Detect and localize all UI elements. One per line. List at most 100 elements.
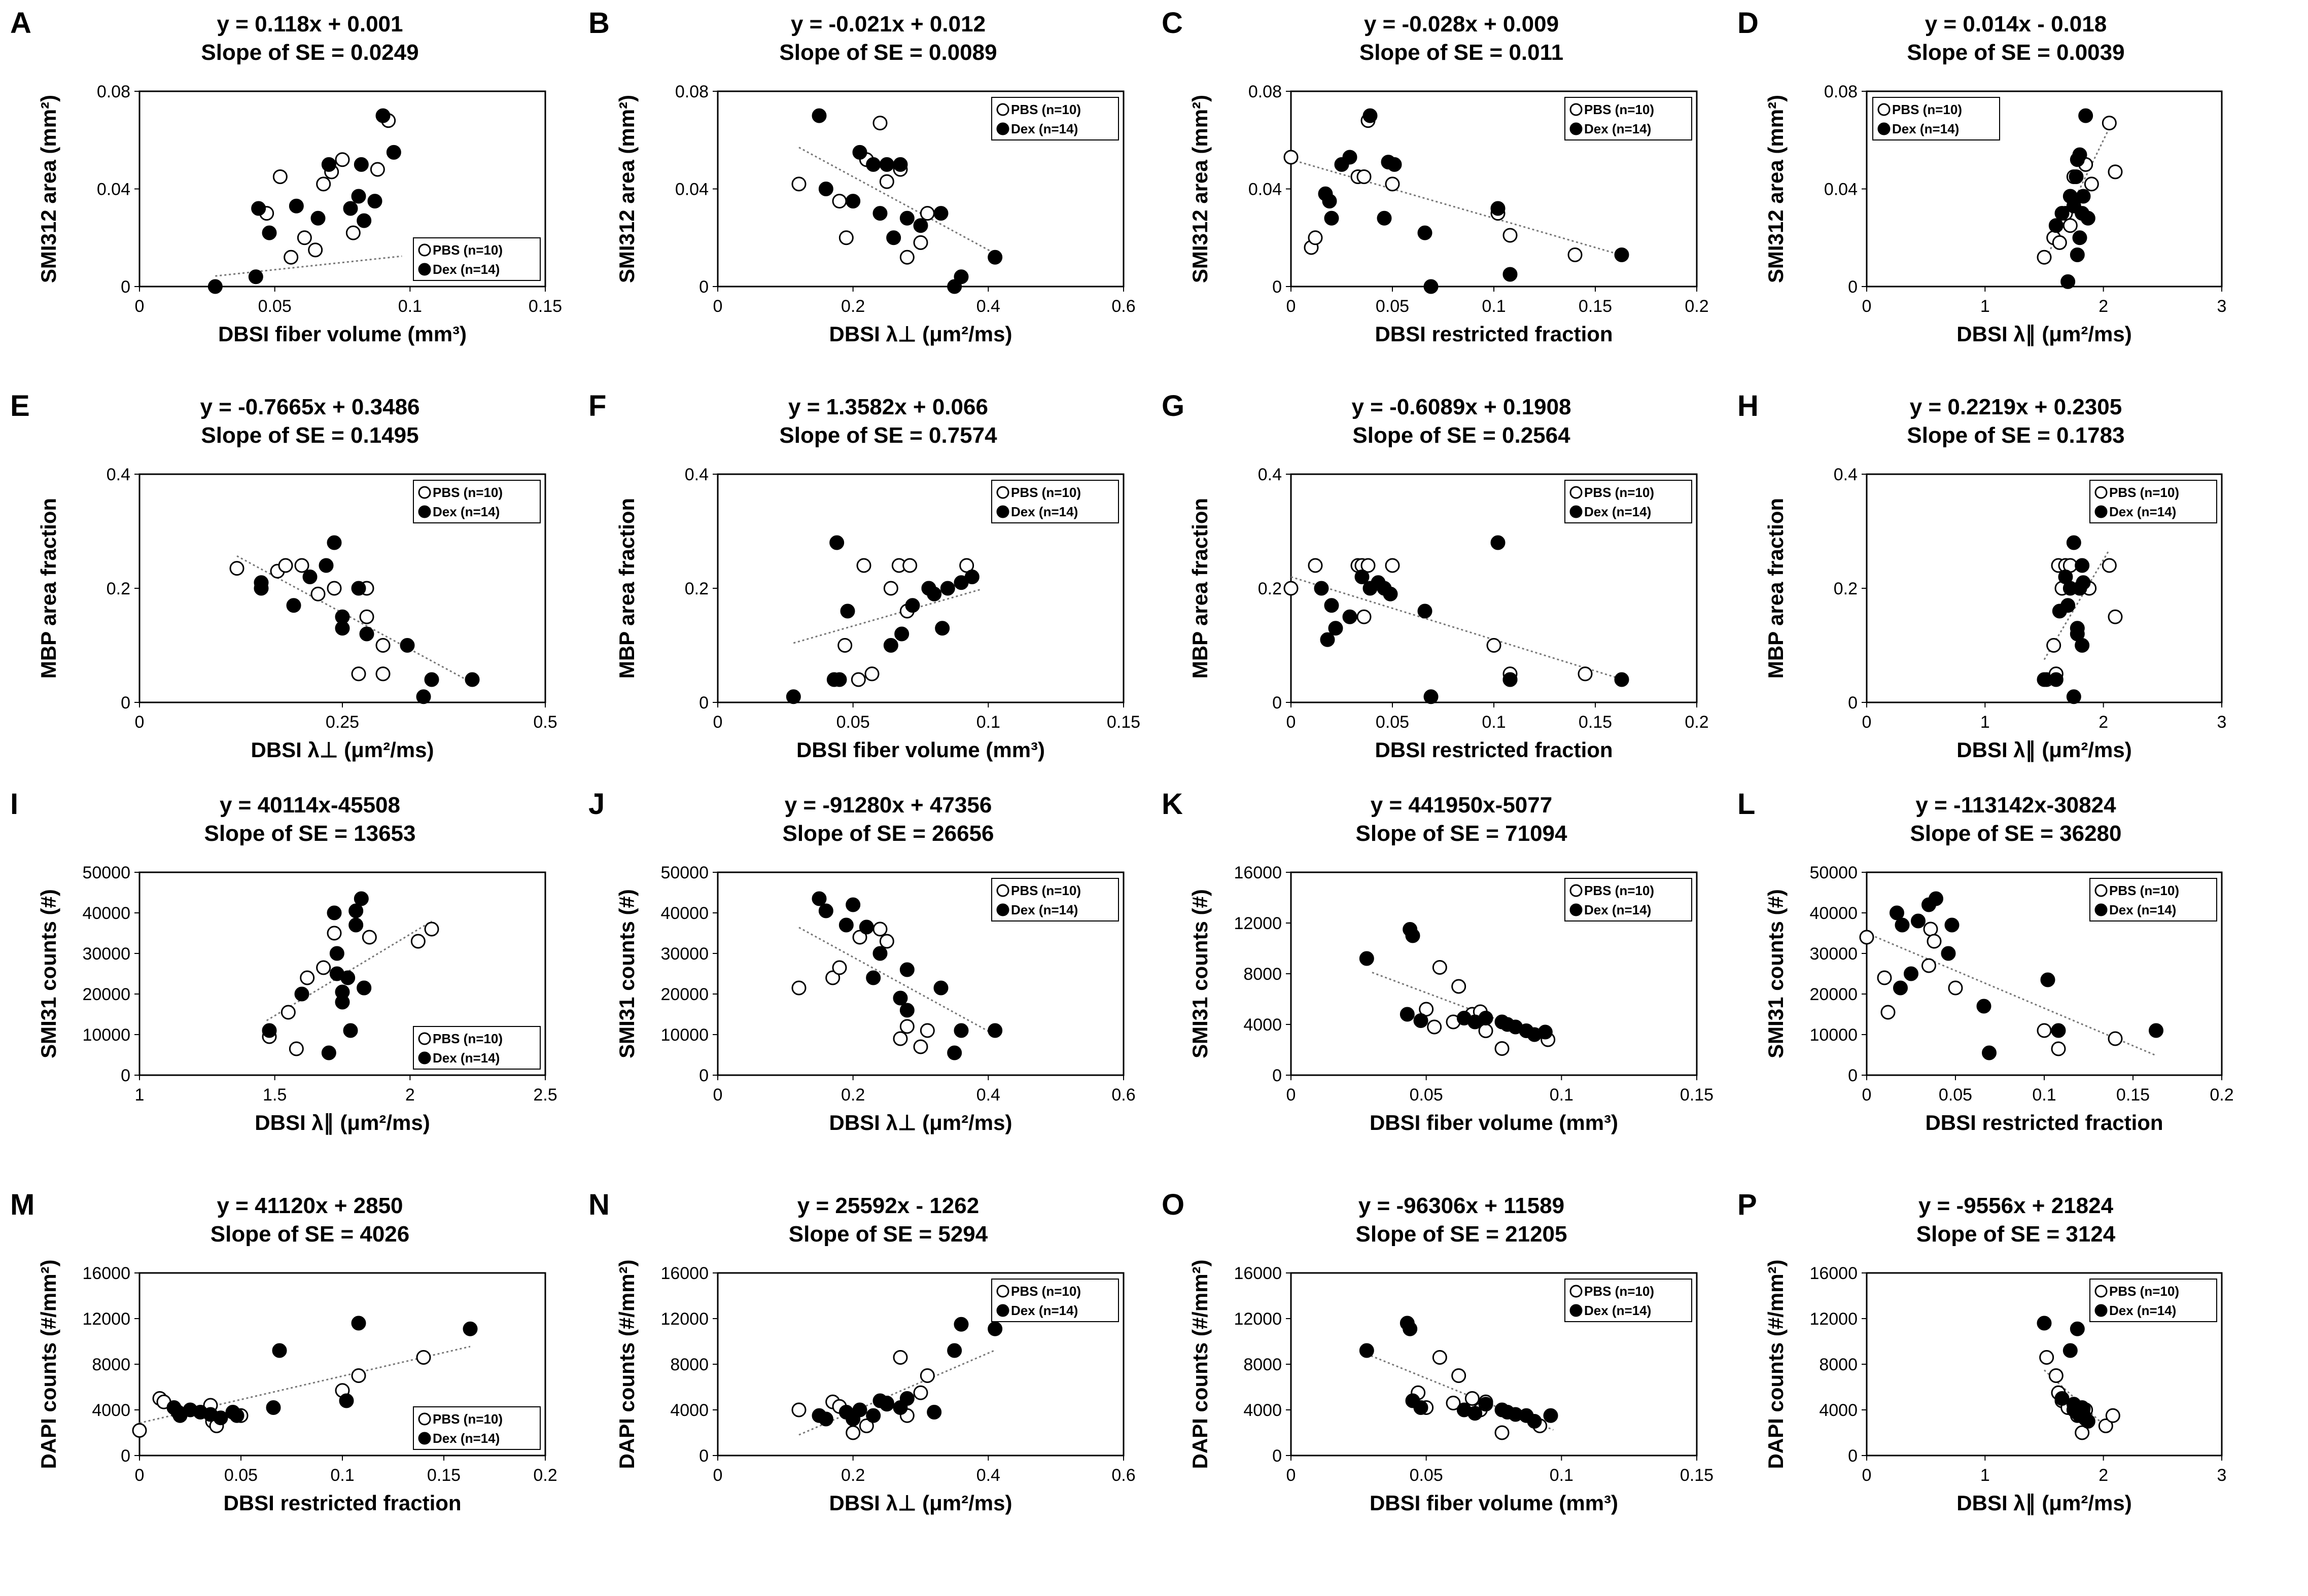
legend-box	[413, 480, 541, 523]
y-tick-label: 0	[1272, 1066, 1282, 1085]
data-point-pbs	[297, 230, 312, 245]
x-axis-label: DBSI λ∥ (μm²/ms)	[1956, 1491, 2131, 1515]
data-point-dex	[964, 570, 980, 584]
data-point-dex	[386, 145, 401, 160]
x-axis-label: DBSI λ∥ (μm²/ms)	[1956, 738, 2131, 762]
y-tick-label: 0.4	[1258, 465, 1282, 484]
y-axis-label: SMI31 counts (#)	[37, 889, 60, 1058]
data-point-pbs	[1859, 930, 1874, 945]
data-point-dex	[1328, 621, 1343, 636]
chart-slope-se: Slope of SE = 3124	[1916, 1222, 2116, 1247]
data-point-pbs	[2108, 609, 2123, 624]
x-tick-label: 0	[135, 1466, 145, 1485]
y-axis-label: MBP area fraction	[1764, 498, 1788, 679]
chart-equation: y = 0.118x + 0.001	[217, 12, 403, 37]
data-point-dex	[947, 1343, 962, 1358]
data-point-dex	[852, 145, 867, 160]
x-tick-label: 0	[1862, 713, 1872, 732]
data-point-pbs	[879, 934, 894, 949]
chart-slope-se: Slope of SE = 36280	[1910, 821, 2122, 846]
trend-line	[1290, 576, 1622, 680]
data-point-dex	[1403, 1321, 1418, 1336]
data-point-dex	[1893, 980, 1908, 996]
chart-equation: y = -91280x + 47356	[785, 793, 992, 818]
x-axis-label: DBSI fiber volume (mm³)	[218, 322, 467, 346]
data-point-dex	[818, 903, 833, 918]
y-axis-label: SMI31 counts (#)	[1764, 889, 1788, 1058]
x-tick-label: 0.15	[1107, 713, 1140, 732]
data-point-dex	[351, 189, 366, 204]
data-point-dex	[988, 1023, 1003, 1038]
data-point-pbs	[1494, 1041, 1510, 1056]
legend-label-dex: Dex (n=14)	[1584, 1303, 1651, 1318]
data-point-pbs	[1385, 558, 1400, 573]
chart-legend: PBS (n=10) Dex (n=14)	[991, 97, 1119, 140]
legend-marker-dex	[418, 263, 431, 276]
data-point-dex	[988, 1321, 1003, 1336]
data-point-dex	[321, 1045, 336, 1060]
x-tick-label: 0.15	[1579, 713, 1612, 732]
data-point-pbs	[351, 666, 366, 682]
x-tick-label: 0	[1862, 1085, 1872, 1105]
data-point-dex	[883, 638, 898, 653]
y-tick-label: 30000	[660, 944, 709, 964]
legend-marker-pbs	[1569, 884, 1583, 897]
y-tick-label: 0	[699, 1066, 709, 1085]
y-tick-label: 50000	[1809, 863, 1858, 882]
data-point-dex	[465, 672, 480, 687]
data-point-pbs	[913, 1039, 928, 1054]
y-tick-label: 0	[699, 693, 709, 713]
data-point-dex	[893, 157, 908, 172]
data-point-dex	[357, 213, 372, 228]
data-point-pbs	[791, 980, 807, 996]
x-tick-label: 0.4	[976, 1085, 1000, 1105]
legend-box	[413, 1406, 541, 1450]
data-point-pbs	[2048, 1368, 2064, 1383]
y-tick-label: 8000	[1243, 965, 1282, 984]
data-point-pbs	[920, 206, 935, 221]
panel-letter: N	[588, 1188, 610, 1221]
y-tick-label: 10000	[1809, 1025, 1858, 1045]
trend-line	[798, 147, 996, 255]
y-tick-label: 0	[1848, 693, 1858, 713]
data-point-dex	[859, 919, 874, 935]
data-point-dex	[2070, 247, 2085, 262]
data-point-pbs	[1567, 247, 1583, 262]
panel-letter: B	[588, 7, 610, 40]
x-tick-label: 0.15	[2116, 1085, 2150, 1105]
y-axis-label: DAPI counts (#/mm²)	[37, 1259, 60, 1469]
y-tick-label: 12000	[1234, 1309, 1282, 1329]
data-point-dex	[893, 990, 908, 1006]
legend-label-pbs: PBS (n=10)	[1584, 883, 1654, 898]
data-point-dex	[1929, 891, 1943, 906]
data-point-dex	[335, 984, 350, 1000]
data-point-dex	[339, 1393, 354, 1408]
chart-legend: PBS (n=10) Dex (n=14)	[991, 480, 1119, 523]
chart-equation: y = 441950x-5077	[1371, 793, 1552, 818]
data-point-pbs	[416, 1350, 431, 1365]
data-point-pbs	[2037, 250, 2052, 265]
data-point-pbs	[1578, 666, 1593, 682]
data-point-dex	[1322, 194, 1337, 209]
y-tick-label: 12000	[660, 1309, 709, 1329]
legend-label-dex: Dex (n=14)	[2109, 1303, 2176, 1318]
legend-label-pbs: PBS (n=10)	[1011, 883, 1081, 898]
x-tick-label: 0.2	[1685, 297, 1708, 316]
data-point-pbs	[2105, 1408, 2120, 1423]
trend-line	[1290, 159, 1622, 256]
legend-box	[991, 480, 1119, 523]
data-point-pbs	[2084, 176, 2099, 192]
data-point-pbs	[2098, 1418, 2113, 1433]
data-point-pbs	[1356, 169, 1372, 184]
data-point-pbs	[838, 230, 854, 245]
x-tick-label: 0.2	[1685, 713, 1708, 732]
x-tick-label: 0.05	[1939, 1085, 1972, 1105]
y-axis-label: MBP area fraction	[1188, 498, 1212, 679]
legend-label-pbs: PBS (n=10)	[433, 1411, 503, 1427]
data-point-dex	[2075, 638, 2090, 653]
